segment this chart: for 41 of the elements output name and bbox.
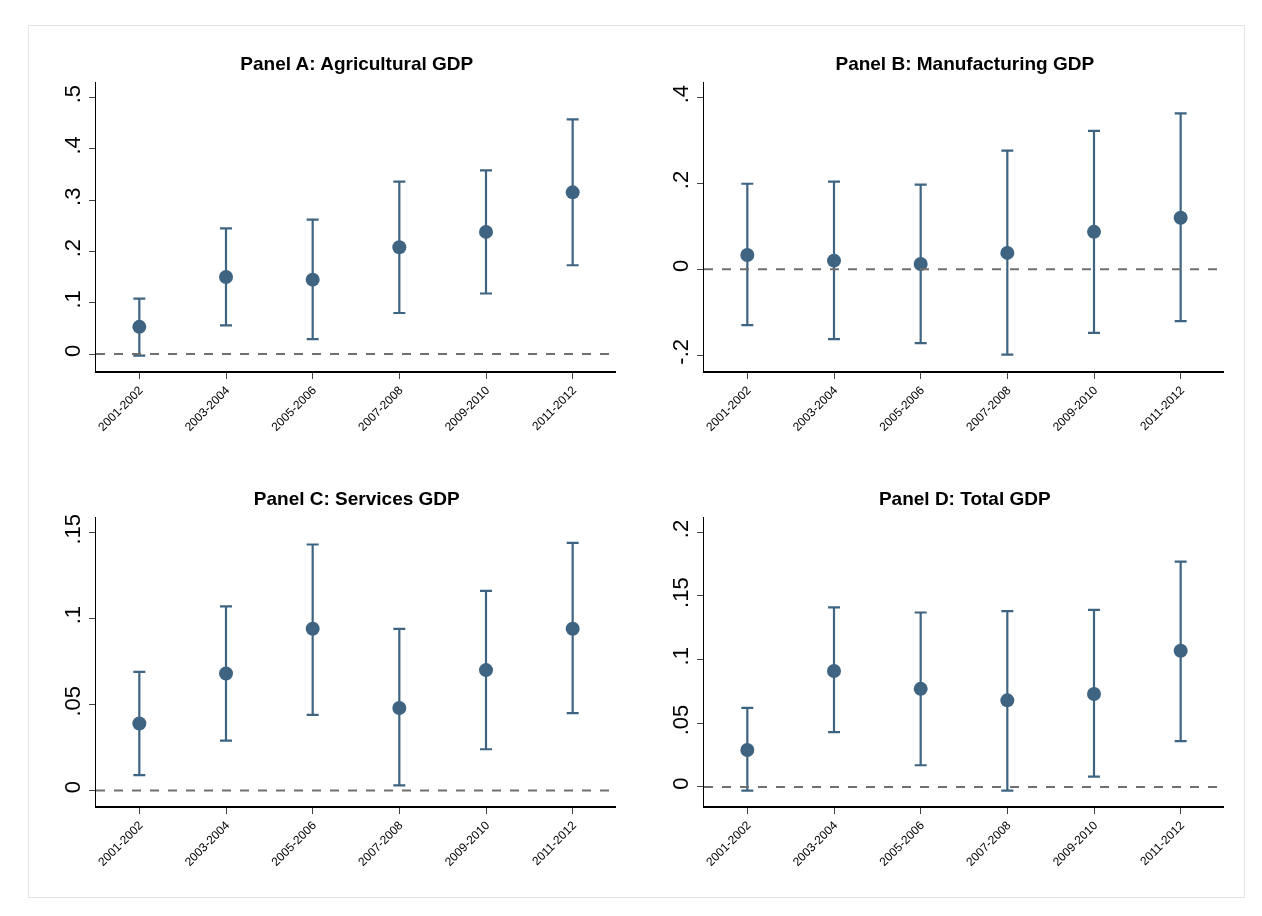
- point: [1173, 643, 1188, 658]
- point: [479, 224, 493, 239]
- y-tick-label: .2: [667, 519, 693, 539]
- point: [132, 716, 147, 731]
- y-tick-label: .15: [59, 513, 85, 545]
- point: [392, 240, 407, 255]
- y-tick-label: .15: [667, 577, 693, 608]
- point: [827, 664, 841, 679]
- point: [740, 742, 755, 757]
- y-tick-label: 0: [667, 777, 693, 790]
- y-tick-label: .4: [59, 136, 85, 155]
- y-tick-label: .5: [59, 84, 85, 104]
- point: [565, 185, 580, 200]
- y-tick-label: .05: [59, 685, 85, 717]
- y-tick-label: -.2: [667, 338, 693, 365]
- point: [565, 621, 580, 636]
- y-tick-label: .3: [59, 187, 85, 206]
- point: [305, 272, 320, 287]
- point: [219, 666, 233, 681]
- point: [1087, 686, 1101, 701]
- y-tick-label: .4: [667, 84, 693, 104]
- y-tick-label: .1: [59, 290, 85, 309]
- chart-title: Panel D: Total GDP: [878, 487, 1051, 509]
- point: [913, 681, 928, 696]
- y-tick-label: .2: [59, 238, 85, 258]
- point: [219, 270, 233, 285]
- point: [1000, 693, 1015, 708]
- point: [132, 319, 147, 334]
- y-tick-label: .1: [59, 606, 85, 625]
- y-tick-label: .1: [667, 647, 693, 666]
- chart-title: Panel C: Services GDP: [253, 487, 461, 509]
- point: [305, 621, 320, 636]
- point: [392, 700, 407, 715]
- point: [479, 663, 493, 678]
- y-tick-label: 0: [59, 781, 85, 794]
- y-tick-label: 0: [59, 344, 85, 357]
- chart-title: Panel A: Agricultural GDP: [240, 52, 474, 74]
- y-tick-label: 0: [667, 259, 693, 273]
- y-tick-label: .2: [667, 170, 693, 190]
- chart-title: Panel B: Manufacturing GDP: [835, 52, 1095, 74]
- y-tick-label: .05: [667, 704, 693, 736]
